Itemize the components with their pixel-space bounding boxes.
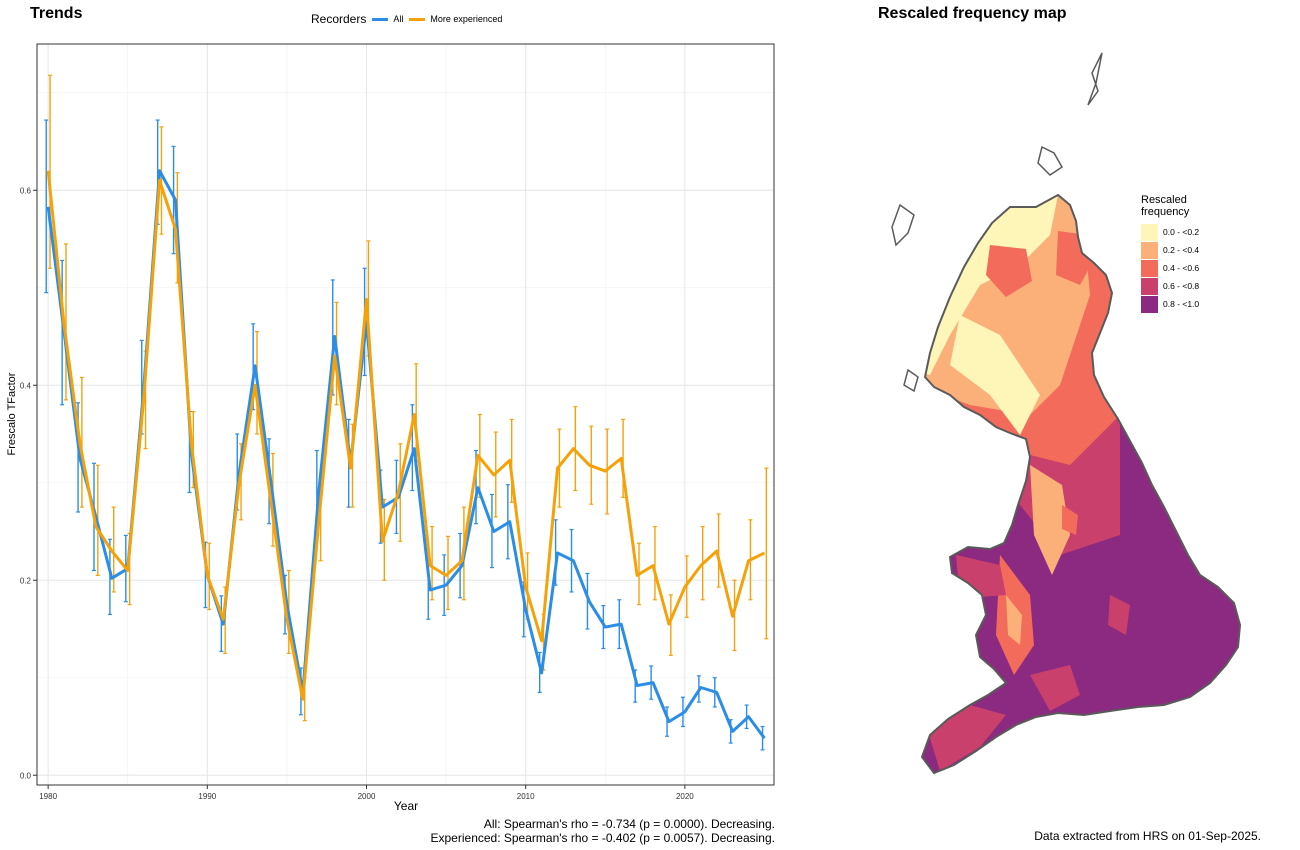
legend-item-all: All bbox=[372, 14, 403, 24]
x-tick-label: 1980 bbox=[39, 792, 57, 801]
outer-hebrides bbox=[891, 203, 915, 247]
chart-grid bbox=[37, 44, 774, 785]
legend-swatch-all bbox=[372, 17, 389, 21]
y-tick-label: 0.2 bbox=[20, 576, 32, 585]
map-legend-row: 0.6 - <0.8 bbox=[1141, 277, 1199, 295]
map-title: Rescaled frequency map bbox=[878, 5, 1067, 22]
map-heat-zone bbox=[1108, 595, 1130, 635]
x-tick-label: 1990 bbox=[198, 792, 216, 801]
map-legend-label: 0.2 - <0.4 bbox=[1163, 245, 1200, 255]
map-legend-row: 0.2 - <0.4 bbox=[1141, 241, 1199, 259]
trends-chart: 1980 1990 2000 2010 2020 0.0 0.2 0.4 0.6 Year Fr… bbox=[6, 43, 775, 813]
map-legend-label: 0.0 - <0.2 bbox=[1163, 227, 1200, 237]
map-legend-swatch bbox=[1141, 241, 1158, 259]
legend-label-all: All bbox=[393, 14, 404, 24]
map-legend-row: 0.4 - <0.6 bbox=[1141, 259, 1199, 277]
trends-legend: Recorders All More experienced bbox=[311, 12, 502, 26]
series-line-experienced bbox=[46, 170, 766, 701]
data-extract-note: Data extracted from HRS on 01-Sep-2025. bbox=[1034, 829, 1261, 843]
legend-item-experienced: More experienced bbox=[409, 14, 502, 24]
map-heat-zone bbox=[950, 315, 1040, 435]
trend-statistics: All: Spearman's rho = -0.734 (p = 0.0000… bbox=[380, 817, 776, 845]
map-legend: Rescaled frequency 0.0 - <0.2 0.2 - <0.4… bbox=[1141, 194, 1199, 313]
x-tick-label: 2020 bbox=[676, 792, 694, 801]
map-heat-zone bbox=[986, 245, 1032, 297]
legend-label-experienced: More experienced bbox=[430, 14, 503, 24]
y-axis-label: Frescalo TFactor bbox=[6, 372, 18, 455]
map-heat-zone bbox=[1030, 665, 1080, 711]
x-axis-label: Year bbox=[394, 799, 418, 813]
x-tick-label: 2000 bbox=[358, 792, 376, 801]
map-legend-row: 0.0 - <0.2 bbox=[1141, 223, 1199, 241]
map-legend-swatch bbox=[1141, 295, 1158, 313]
map-legend-row: 0.8 - <1.0 bbox=[1141, 295, 1199, 313]
y-tick-label: 0.6 bbox=[20, 186, 32, 195]
islay-island bbox=[903, 368, 919, 393]
stats-experienced: Experienced: Spearman's rho = -0.402 (p … bbox=[430, 831, 776, 845]
map-legend-label: 0.4 - <0.6 bbox=[1163, 263, 1200, 273]
frequency-map bbox=[891, 52, 1241, 774]
map-legend-label: 0.8 - <1.0 bbox=[1163, 299, 1200, 309]
y-tick-label: 0.4 bbox=[20, 381, 32, 390]
chart-axes: 1980 1990 2000 2010 2020 0.0 0.2 0.4 0.6 bbox=[20, 186, 694, 801]
legend-title: Recorders bbox=[311, 12, 367, 26]
map-legend-title-line2: frequency bbox=[1141, 206, 1190, 218]
map-heat-zone bbox=[1062, 505, 1078, 535]
stats-all: All: Spearman's rho = -0.734 (p = 0.0000… bbox=[483, 817, 775, 831]
map-legend-swatch bbox=[1141, 259, 1158, 277]
orkney-islands bbox=[1037, 145, 1063, 176]
trends-title: Trends bbox=[30, 5, 83, 22]
map-legend-label: 0.6 - <0.8 bbox=[1163, 281, 1200, 291]
map-legend-swatch bbox=[1141, 277, 1158, 295]
map-heat-zone bbox=[1006, 595, 1022, 645]
plot-frame bbox=[36, 43, 775, 786]
x-tick-label: 2010 bbox=[517, 792, 535, 801]
map-legend-swatch bbox=[1141, 223, 1158, 241]
chart-marks bbox=[44, 74, 769, 751]
legend-swatch-experienced bbox=[409, 17, 426, 21]
shetland-islands bbox=[1087, 52, 1103, 106]
map-legend-title-line1: Rescaled bbox=[1141, 194, 1187, 206]
map-heat-zone bbox=[1030, 465, 1070, 575]
series-line-all bbox=[46, 169, 766, 740]
y-tick-label: 0.0 bbox=[20, 771, 32, 780]
